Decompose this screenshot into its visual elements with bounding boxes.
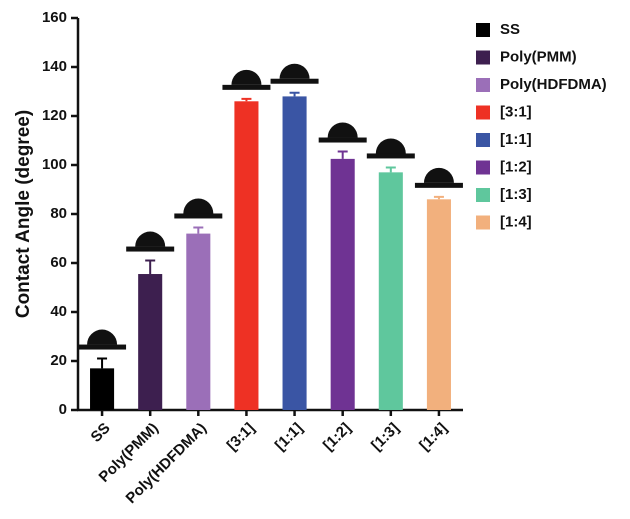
y-tick-label: 140	[42, 58, 67, 75]
legend-swatch	[476, 188, 490, 202]
bar	[90, 368, 115, 410]
droplet	[87, 329, 118, 345]
x-tick-label: [1:2]	[320, 420, 354, 454]
legend-label: [1:4]	[500, 213, 532, 230]
y-tick-label: 80	[50, 205, 67, 222]
y-tick-label: 100	[42, 156, 67, 173]
x-tick-label: [1:3]	[368, 420, 402, 454]
legend-swatch	[476, 23, 490, 37]
substrate	[126, 246, 175, 252]
substrate	[414, 182, 463, 188]
legend-label: [1:3]	[500, 186, 532, 203]
error-bar	[193, 226, 204, 234]
droplet	[423, 167, 454, 183]
droplet	[327, 122, 358, 138]
legend-label: [3:1]	[500, 103, 532, 120]
substrate	[270, 78, 319, 84]
bar	[378, 172, 403, 410]
x-tick-label: [1:4]	[416, 420, 450, 454]
bar	[330, 158, 355, 410]
bar	[282, 96, 307, 411]
substrate	[366, 153, 415, 159]
error-bar	[145, 259, 156, 275]
bar	[234, 101, 259, 411]
legend-swatch	[476, 133, 490, 147]
x-tick-label: SS	[88, 420, 114, 446]
error-bar	[241, 97, 252, 102]
droplet	[135, 231, 166, 247]
legend-label: Poly(PMM)	[500, 48, 577, 65]
error-bar	[337, 150, 348, 159]
error-bar	[385, 166, 396, 173]
y-tick-label: 160	[42, 9, 67, 26]
x-tick-label: [1:1]	[272, 420, 306, 454]
legend-swatch	[476, 105, 490, 120]
legend-label: [1:1]	[500, 131, 532, 148]
droplet	[279, 63, 310, 79]
bar	[426, 199, 451, 410]
substrate	[78, 344, 127, 350]
error-bar	[289, 91, 300, 97]
y-tick-label: 120	[42, 107, 67, 124]
substrate	[222, 84, 271, 90]
substrate	[174, 213, 223, 219]
y-tick-label: 0	[59, 401, 67, 418]
legend-label: SS	[500, 21, 520, 38]
legend-swatch	[476, 50, 490, 65]
y-tick-label: 60	[50, 254, 67, 271]
droplet	[375, 138, 406, 154]
droplet	[231, 69, 262, 85]
legend-swatch	[476, 160, 490, 175]
error-bar	[433, 195, 444, 200]
y-tick-label: 20	[50, 352, 67, 369]
legend-label: [1:2]	[500, 158, 532, 175]
y-tick-label: 40	[50, 303, 67, 320]
droplet	[183, 198, 214, 214]
y-axis-label: Contact Angle (degree)	[13, 110, 34, 318]
legend-label: Poly(HDFDMA)	[500, 76, 607, 93]
legend-swatch	[476, 215, 490, 230]
bar	[138, 274, 163, 410]
substrate	[318, 137, 367, 143]
bar	[186, 233, 211, 410]
legend-swatch	[476, 78, 490, 92]
error-bar	[97, 357, 108, 369]
x-tick-label: [3:1]	[224, 420, 258, 454]
